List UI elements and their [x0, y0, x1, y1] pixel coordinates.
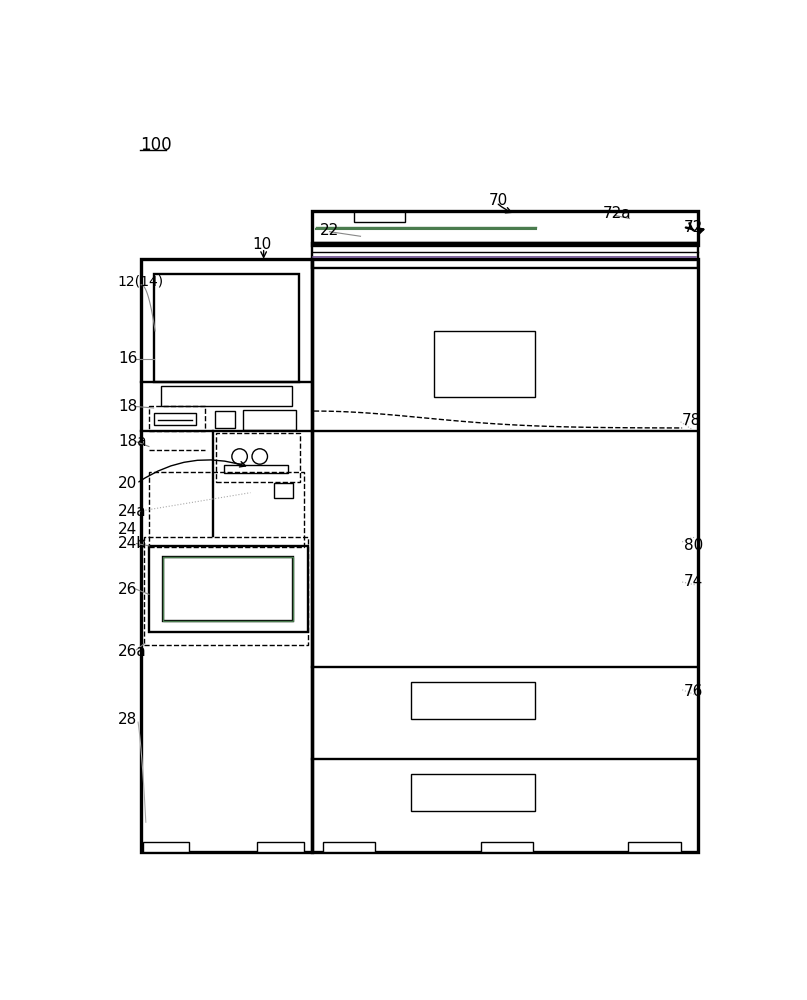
Bar [163, 557, 293, 620]
Bar [224, 465, 287, 473]
Text: 80: 80 [684, 538, 703, 553]
Bar [312, 259, 697, 852]
Text: 18: 18 [118, 399, 137, 414]
Bar [163, 557, 293, 620]
Text: 24: 24 [118, 522, 137, 537]
Bar [244, 410, 296, 430]
Bar [323, 842, 375, 852]
Text: 26a: 26a [118, 644, 147, 659]
Text: 16: 16 [118, 351, 137, 366]
Bar [141, 259, 312, 852]
Bar [411, 774, 535, 811]
Bar [144, 537, 307, 645]
Bar [215, 411, 235, 428]
Text: 18a: 18a [118, 434, 147, 449]
Text: 10: 10 [253, 237, 272, 252]
Text: 26: 26 [118, 582, 137, 597]
Bar [153, 274, 299, 382]
Text: 78: 78 [682, 413, 701, 428]
Text: 76: 76 [684, 684, 703, 699]
Text: 72a: 72a [603, 206, 632, 221]
Bar [149, 406, 205, 431]
Bar [161, 386, 291, 406]
Text: 22: 22 [320, 223, 340, 238]
Bar [149, 472, 304, 547]
Bar [481, 842, 533, 852]
Text: 12(14): 12(14) [118, 275, 164, 289]
Text: 72: 72 [684, 220, 703, 235]
Bar [411, 682, 535, 719]
Text: 100: 100 [140, 136, 171, 154]
Bar [149, 546, 307, 632]
Bar [354, 211, 404, 222]
Text: 20: 20 [118, 476, 137, 491]
Bar [143, 842, 189, 852]
Bar [628, 842, 680, 852]
Bar [434, 331, 535, 397]
Text: 24b: 24b [118, 536, 147, 551]
Bar [312, 211, 697, 245]
Text: 74: 74 [684, 574, 703, 589]
Text: 70: 70 [488, 193, 508, 208]
Bar [312, 243, 697, 268]
Bar [153, 413, 196, 425]
Text: 24a: 24a [118, 504, 147, 519]
Bar [257, 842, 304, 852]
Text: 28: 28 [118, 712, 137, 727]
Bar [216, 433, 300, 482]
Bar [274, 483, 293, 498]
